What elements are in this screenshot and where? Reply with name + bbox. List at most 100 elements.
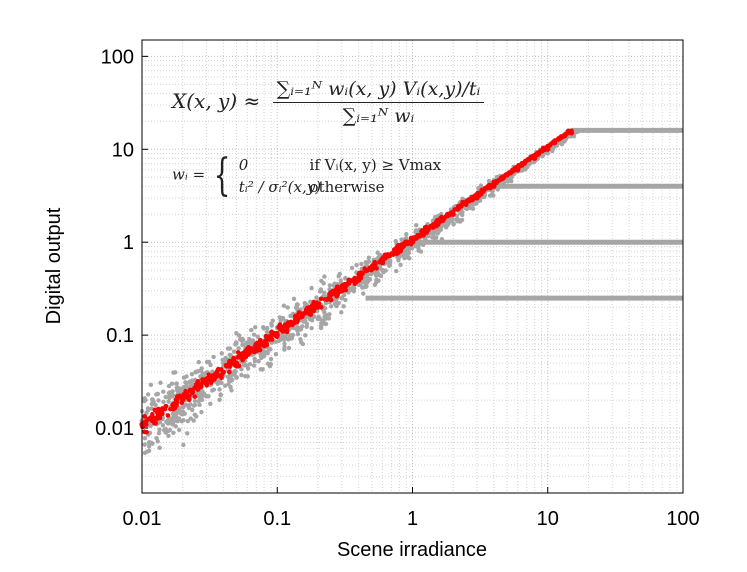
red-data-point [189,390,195,396]
gray-data-point [199,397,205,403]
red-data-point [276,324,281,330]
gray-data-point [281,303,287,308]
gray-data-point [153,402,158,408]
gray-data-point [149,401,154,407]
gray-data-point [161,389,166,394]
gray-data-point [166,433,171,439]
red-data-point [379,257,384,262]
gray-data-point [295,325,300,330]
gray-data-point [402,254,408,259]
red-data-point [203,376,209,382]
gray-data-point [218,392,223,397]
red-data-point [492,179,498,185]
red-data-point [393,246,399,252]
red-data-point [237,354,243,360]
gray-data-point [174,381,179,387]
red-data-point [512,165,518,171]
x-tick-labels: 0.01 0.1 1 10 100 [123,487,700,530]
red-data-point [562,132,568,137]
gray-data-point [460,196,465,202]
red-data-point [447,212,453,218]
gray-data-point [188,381,193,386]
saturation-lines [365,127,683,301]
gray-data-point [404,232,409,237]
gray-data-point [217,397,222,403]
gray-data-point [328,304,334,309]
gray-data-point [454,213,460,218]
equation-numerator: ∑ᵢ₌₁ᴺ wᵢ(x, y) Vᵢ(x,y)/tᵢ [272,78,485,103]
gray-data-point [230,377,235,383]
gray-data-point [158,380,163,385]
red-data-point [274,330,280,336]
equation-fraction: ∑ᵢ₌₁ᴺ wᵢ(x, y) Vᵢ(x,y)/tᵢ ∑ᵢ₌₁ᴺ wᵢ [272,78,485,127]
weight-lhs: wᵢ = [172,165,206,184]
gray-data-point [332,281,337,286]
gray-data-point [291,296,297,302]
red-data-point [318,296,324,302]
gray-data-point [155,439,160,444]
red-data-point [434,219,439,224]
x-axis-label: Scene irradiance [337,539,487,561]
gray-data-point [231,349,237,354]
gray-data-point [241,337,246,343]
gray-data-point [145,392,151,397]
gray-data-point [467,205,472,211]
gray-data-point [339,310,344,315]
gray-data-point [476,186,481,191]
gray-data-point [264,326,270,331]
merge-equation: X(x, y) ≈ ∑ᵢ₌₁ᴺ wᵢ(x, y) Vᵢ(x,y)/tᵢ ∑ᵢ₌₁… [172,78,485,127]
red-data-point [227,369,232,375]
red-data-point [405,241,410,247]
gray-data-point [286,345,292,351]
red-data-point [416,234,422,239]
red-data-point [313,305,319,311]
gray-data-point [204,359,210,365]
gray-data-point [169,381,175,386]
gray-data-point [268,347,273,352]
gray-data-point [230,370,235,375]
gray-data-point [286,337,291,342]
gray-data-point [174,409,179,415]
red-data-point [198,382,204,387]
gray-data-point [179,386,185,391]
x-tick-label: 1 [407,508,418,530]
red-data-point [485,184,490,189]
gray-data-point [261,325,266,330]
red-data-point [508,170,513,176]
red-data-point [374,266,379,271]
gray-data-point [367,277,373,282]
gray-data-point [176,427,182,433]
gray-data-point [366,272,371,277]
gray-data-point [377,264,383,270]
y-tick-label: 0.1 [106,325,134,347]
y-tick-labels: 0.01 0.1 1 10 100 [95,46,148,440]
gray-data-point [245,366,251,371]
red-data-point [419,229,424,234]
red-data-point [236,363,242,369]
case1-value: 0 [238,155,249,174]
gray-data-point [249,327,254,333]
gray-data-point [171,430,176,435]
gray-data-point [323,321,329,327]
gray-data-point [188,402,193,407]
gray-data-point [362,280,368,286]
red-data-point [274,334,279,339]
gray-data-point [161,399,166,405]
x-tick-label: 100 [666,508,699,530]
red-data-point [241,352,247,358]
gray-data-point [450,217,455,222]
gray-data-point [157,427,162,432]
gray-data-point [259,355,264,361]
gray-data-point [430,232,436,237]
red-data-point [157,412,163,418]
gray-data-point [181,442,186,448]
gray-data-point [318,288,324,294]
red-data-point [174,397,179,403]
red-data-point [264,334,269,339]
gray-data-point [314,295,319,300]
gray-data-point [178,411,184,416]
red-data-point [522,158,528,164]
red-data-point [299,311,305,316]
red-data-point [497,177,502,183]
